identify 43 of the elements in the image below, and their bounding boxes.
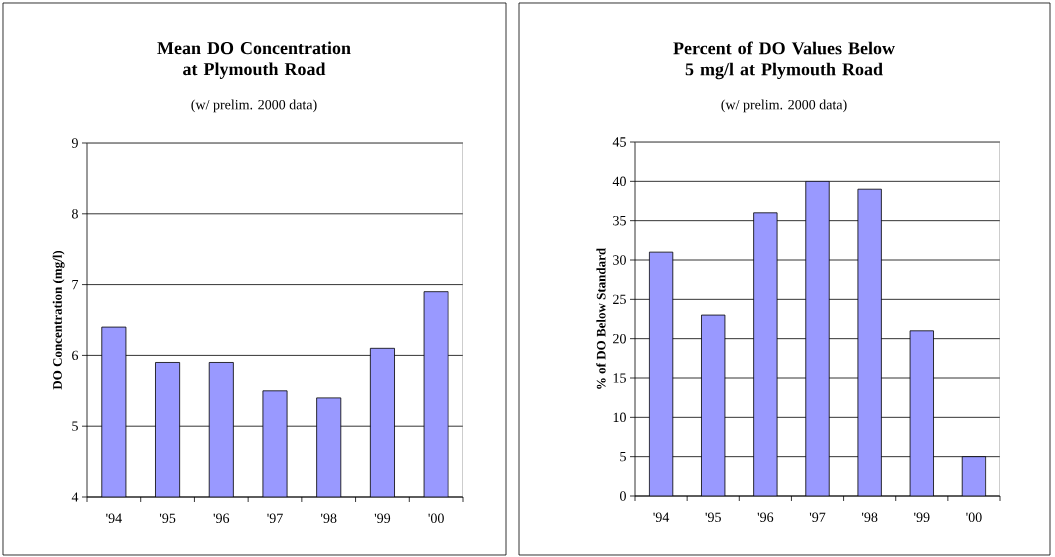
bar <box>753 212 778 496</box>
x-tick-label: '97 <box>267 513 283 523</box>
bar <box>805 180 830 496</box>
y-tick-label: 0 <box>620 491 626 501</box>
y-tick-label: 15 <box>613 373 626 383</box>
y-tick-label: 6 <box>72 350 79 361</box>
x-tick-label: '96 <box>213 513 230 523</box>
bar <box>909 330 934 496</box>
y-tick-label: 45 <box>612 137 626 147</box>
bar <box>701 314 726 496</box>
x-tick-label: '94 <box>106 513 122 523</box>
bar <box>857 188 882 496</box>
y-tick-label: 20 <box>613 333 626 344</box>
x-tick-label: '00 <box>966 512 982 522</box>
bar <box>961 456 987 496</box>
y-tick-label: 7 <box>72 280 79 290</box>
x-tick-label: '98 <box>861 512 878 522</box>
y-axis-title: DO Concentration (mg/l) <box>52 250 65 390</box>
x-tick-label: '96 <box>757 512 774 522</box>
x-tick-label: '95 <box>159 513 176 523</box>
y-tick-label: 4 <box>71 492 79 502</box>
chart-subtitle: (w/ prelim. 2000 data) <box>721 99 847 113</box>
y-tick-label: 30 <box>613 255 626 265</box>
y-tick-label: 40 <box>612 176 626 187</box>
chart-subtitle: (w/ prelim. 2000 data) <box>191 99 317 113</box>
x-tick-label: '98 <box>321 513 337 523</box>
y-tick-label: 35 <box>613 215 626 226</box>
y-tick-label: 8 <box>72 209 78 219</box>
y-tick-label: 25 <box>613 294 626 305</box>
x-tick-label: '99 <box>374 513 391 523</box>
x-tick-label: '95 <box>705 512 721 522</box>
y-tick-label: 5 <box>72 421 78 431</box>
y-tick-label: 10 <box>613 412 626 423</box>
chart-title: Mean DO Concentration at Plymouth Road <box>157 41 351 79</box>
chart-title: Percent of DO Values Below 5 mg/l at Plymouth Road <box>673 41 895 80</box>
y-tick-label: 5 <box>620 452 626 462</box>
x-tick-label: '97 <box>809 512 826 522</box>
x-tick-label: '00 <box>428 513 444 523</box>
bar <box>648 251 674 496</box>
y-axis-title: % of DO Below Standard <box>596 248 606 389</box>
x-tick-label: '94 <box>653 512 670 522</box>
y-tick-label: 9 <box>71 138 78 148</box>
x-tick-label: '99 <box>914 512 930 522</box>
